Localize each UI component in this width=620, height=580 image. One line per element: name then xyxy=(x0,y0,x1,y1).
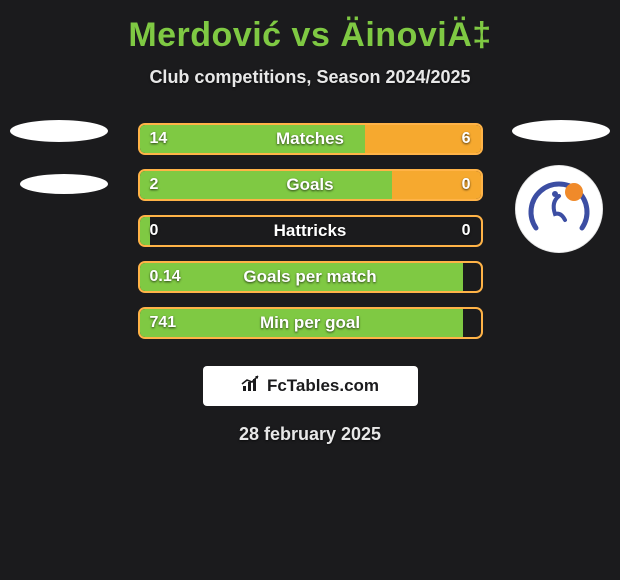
stat-value-left: 14 xyxy=(150,125,168,153)
row-left-spacer xyxy=(38,215,138,247)
comparison-rows: Matches146Goals20Hattricks00Goals per ma… xyxy=(0,116,620,346)
team-left-badge-row1 xyxy=(20,174,108,194)
brand-chart-icon xyxy=(241,375,263,398)
stat-bar-left-fill xyxy=(140,125,365,153)
stat-value-left: 0.14 xyxy=(150,263,181,291)
stat-value-right: 0 xyxy=(462,217,471,245)
row-left-spacer xyxy=(38,261,138,293)
team-left-badge-row0 xyxy=(10,120,108,142)
ellipse-icon xyxy=(512,120,610,142)
stat-row: Goals per match0.14 xyxy=(0,254,620,300)
stat-value-right: 6 xyxy=(462,125,471,153)
stat-bar-left-fill xyxy=(140,171,392,199)
stat-bar: Min per goal741 xyxy=(138,307,483,339)
page-subtitle: Club competitions, Season 2024/2025 xyxy=(0,67,620,88)
row-left-spacer xyxy=(38,307,138,339)
stat-value-right: 0 xyxy=(462,171,471,199)
stat-value-left: 2 xyxy=(150,171,159,199)
page-title: Merdović vs ÄinoviÄ‡ xyxy=(0,0,620,55)
brand-box: FcTables.com xyxy=(203,366,418,406)
club-badge-icon xyxy=(516,166,602,252)
stat-bar: Goals per match0.14 xyxy=(138,261,483,293)
team-right-club-badge xyxy=(516,166,602,252)
stat-value-left: 741 xyxy=(150,309,177,337)
club-logo-icon xyxy=(516,166,602,252)
team-right-badge-row0 xyxy=(512,120,610,142)
stat-bar: Hattricks0 0 xyxy=(138,215,483,247)
ellipse-icon xyxy=(20,174,108,194)
stat-row: Min per goal741 xyxy=(0,300,620,346)
stat-bar: Goals20 xyxy=(138,169,483,201)
snapshot-date: 28 february 2025 xyxy=(0,424,620,445)
stat-label: Hattricks xyxy=(140,217,481,245)
stat-bar: Matches146 xyxy=(138,123,483,155)
stat-bar-left-fill xyxy=(140,217,150,245)
stat-bar-left-fill xyxy=(140,263,464,291)
stat-bar-left-fill xyxy=(140,309,464,337)
ellipse-icon xyxy=(10,120,108,142)
brand-label: FcTables.com xyxy=(267,376,379,396)
stat-value-left: 0 xyxy=(150,217,159,245)
